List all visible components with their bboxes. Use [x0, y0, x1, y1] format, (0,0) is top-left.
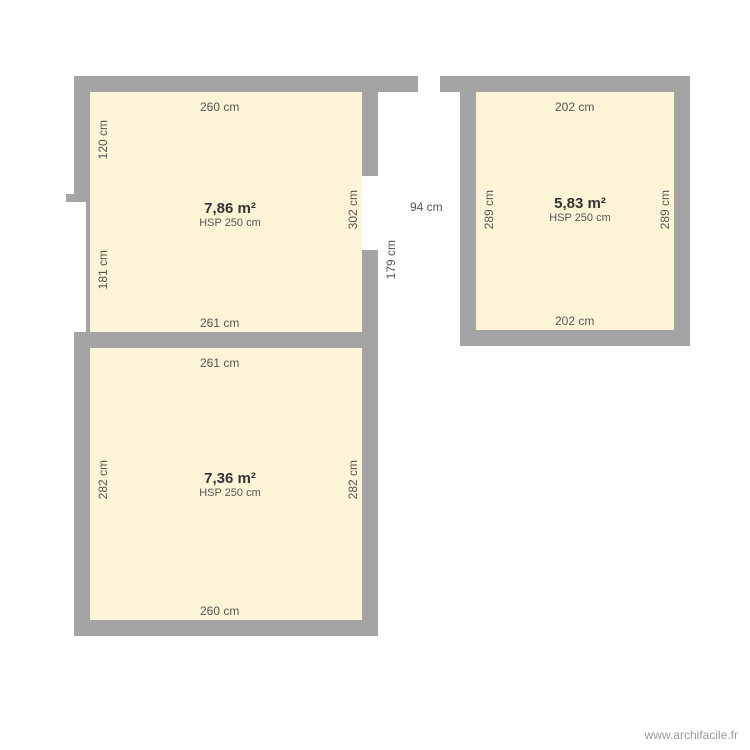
dim-b-bottom: 260 cm	[200, 604, 239, 618]
room-a-area: 7,86 m²	[170, 200, 290, 217]
wall	[74, 76, 378, 92]
dim-b-left: 282 cm	[96, 460, 110, 499]
floorplan-canvas: 260 cm 120 cm 181 cm 302 cm 179 cm 261 c…	[0, 0, 750, 750]
wall	[460, 330, 690, 346]
wall	[74, 76, 90, 196]
room-a-label: 7,86 m² HSP 250 cm	[170, 200, 290, 229]
dim-c-right: 289 cm	[658, 190, 672, 229]
dim-c-left: 289 cm	[482, 190, 496, 229]
dim-b-right: 282 cm	[346, 460, 360, 499]
dim-a-top: 260 cm	[200, 100, 239, 114]
room-c-area: 5,83 m²	[520, 195, 640, 212]
wall	[74, 332, 378, 348]
room-a-hsp: HSP 250 cm	[170, 217, 290, 229]
wall	[362, 250, 378, 636]
room-b-label: 7,36 m² HSP 250 cm	[170, 470, 290, 499]
wall	[362, 76, 378, 176]
wall	[460, 76, 690, 92]
dim-a-right-inner: 302 cm	[346, 190, 360, 229]
room-c-hsp: HSP 250 cm	[520, 212, 640, 224]
wall	[674, 76, 690, 346]
wall	[74, 332, 90, 636]
dim-a-left-upper: 120 cm	[96, 120, 110, 159]
wall	[440, 76, 460, 92]
room-b-hsp: HSP 250 cm	[170, 487, 290, 499]
room-c-label: 5,83 m² HSP 250 cm	[520, 195, 640, 224]
wall	[460, 76, 476, 346]
room-b-area: 7,36 m²	[170, 470, 290, 487]
dim-c-bottom: 202 cm	[555, 314, 594, 328]
dim-a-bottom: 261 cm	[200, 316, 239, 330]
door-jamb	[66, 194, 90, 202]
dim-corridor: 94 cm	[410, 200, 443, 214]
dim-a-left-lower: 181 cm	[96, 250, 110, 289]
wall	[74, 620, 378, 636]
watermark: www.archifacile.fr	[645, 728, 738, 742]
wall	[378, 76, 418, 92]
dim-b-top: 261 cm	[200, 356, 239, 370]
dim-c-top: 202 cm	[555, 100, 594, 114]
wall	[86, 202, 90, 332]
dim-a-right-outer: 179 cm	[384, 240, 398, 279]
